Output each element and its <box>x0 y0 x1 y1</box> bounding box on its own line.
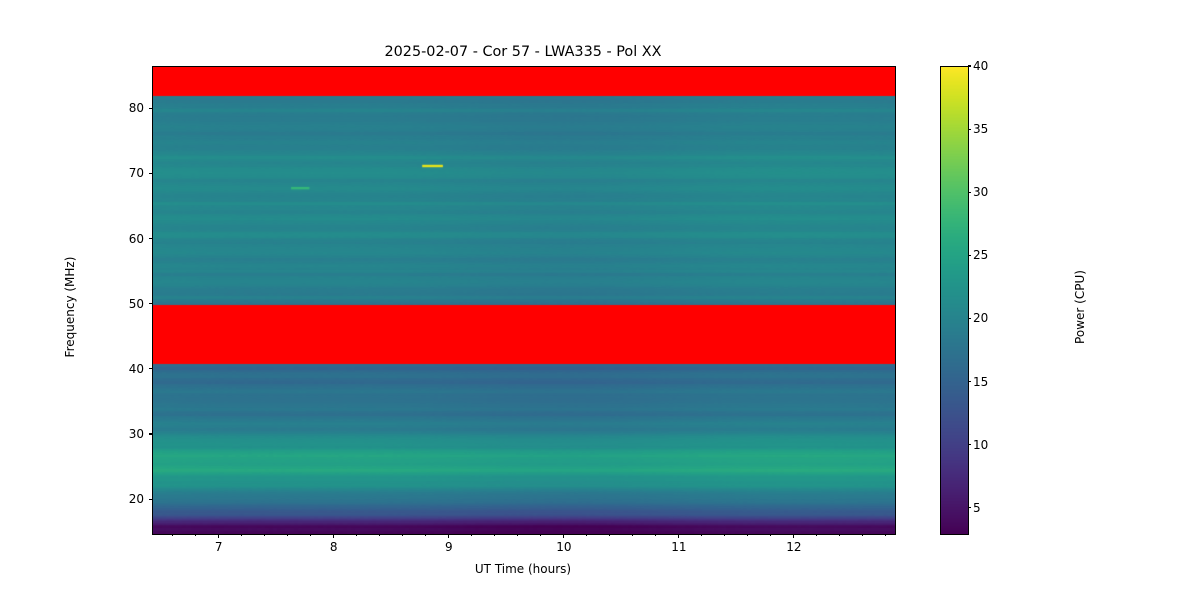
x-tick-minor <box>241 534 243 537</box>
colorbar[interactable] <box>940 66 969 535</box>
y-tick-label: 80 <box>128 101 144 116</box>
y-tick-major <box>148 172 152 174</box>
x-tick-major <box>448 534 450 538</box>
y-tick-major <box>148 368 152 370</box>
x-tick-minor <box>609 534 611 537</box>
colorbar-tick <box>967 380 972 383</box>
x-tick-minor <box>540 534 542 537</box>
x-tick-minor <box>724 534 726 537</box>
colorbar-canvas <box>941 67 968 534</box>
spectrogram-plot-area[interactable] <box>152 66 896 535</box>
y-tick-label: 60 <box>128 231 144 246</box>
x-tick-major <box>678 534 680 538</box>
x-tick-label: 12 <box>786 540 802 554</box>
y-tick-major <box>148 498 152 500</box>
heatmap-image <box>153 67 895 534</box>
x-tick-minor <box>287 534 289 537</box>
y-tick-major <box>148 303 152 305</box>
colorbar-tick-label: 35 <box>973 122 989 137</box>
colorbar-tick-label: 15 <box>973 374 989 389</box>
colorbar-tick <box>967 191 972 193</box>
x-tick-minor <box>862 534 864 537</box>
x-tick-label: 7 <box>214 540 223 554</box>
x-tick-minor <box>471 534 473 537</box>
x-tick-minor <box>172 534 174 537</box>
x-tick-label: 10 <box>556 540 572 554</box>
x-tick-label: 8 <box>329 540 338 554</box>
colorbar-tick-label: 20 <box>973 311 989 326</box>
colorbar-tick <box>967 254 972 256</box>
x-tick-minor <box>632 534 634 537</box>
y-tick-major <box>148 107 152 109</box>
x-tick-minor <box>517 534 519 537</box>
page-title: 2025-02-07 - Cor 57 - LWA335 - Pol XX <box>384 44 662 60</box>
colorbar-tick-label: 40 <box>973 59 989 73</box>
y-tick-label: 20 <box>128 492 144 507</box>
colorbar-tick <box>967 128 972 130</box>
colorbar-tick <box>967 444 972 446</box>
x-tick-minor <box>816 534 818 537</box>
x-tick-minor <box>402 534 404 537</box>
colorbar-tick-label: 30 <box>973 185 989 200</box>
x-tick-minor <box>655 534 657 537</box>
x-tick-minor <box>747 534 749 537</box>
colorbar-tick <box>967 317 972 319</box>
x-tick-minor <box>195 534 197 537</box>
x-tick-major <box>333 534 335 538</box>
colorbar-tick-label: 25 <box>973 248 989 263</box>
y-tick-label: 40 <box>128 361 144 376</box>
x-tick-minor <box>839 534 841 537</box>
x-tick-minor <box>356 534 358 537</box>
colorbar-tick <box>967 507 972 509</box>
x-tick-minor <box>701 534 703 537</box>
x-tick-minor <box>586 534 588 537</box>
y-tick-label: 50 <box>128 296 144 311</box>
y-tick-major <box>148 433 152 435</box>
colorbar-tick-label: 10 <box>973 437 989 452</box>
x-tick-label: 11 <box>671 540 687 554</box>
colorbar-tick-label: 5 <box>973 500 981 515</box>
y-tick-major <box>148 238 152 240</box>
x-tick-minor <box>264 534 266 537</box>
colorbar-tick <box>967 65 972 67</box>
x-tick-minor <box>770 534 772 537</box>
x-tick-major <box>218 534 220 538</box>
x-tick-minor <box>425 534 427 537</box>
colorbar-label: Power (CPU) <box>1073 269 1087 344</box>
x-tick-major <box>563 534 565 538</box>
x-tick-minor <box>310 534 312 537</box>
x-tick-minor <box>494 534 496 537</box>
y-tick-label: 70 <box>128 166 144 181</box>
heatmap-canvas <box>153 67 895 534</box>
x-tick-minor <box>379 534 381 537</box>
x-tick-label: 9 <box>444 540 453 554</box>
x-tick-major <box>793 534 795 538</box>
y-tick-label: 30 <box>128 426 144 441</box>
x-axis-label: UT Time (hours) <box>474 562 572 576</box>
x-tick-minor <box>885 534 887 537</box>
